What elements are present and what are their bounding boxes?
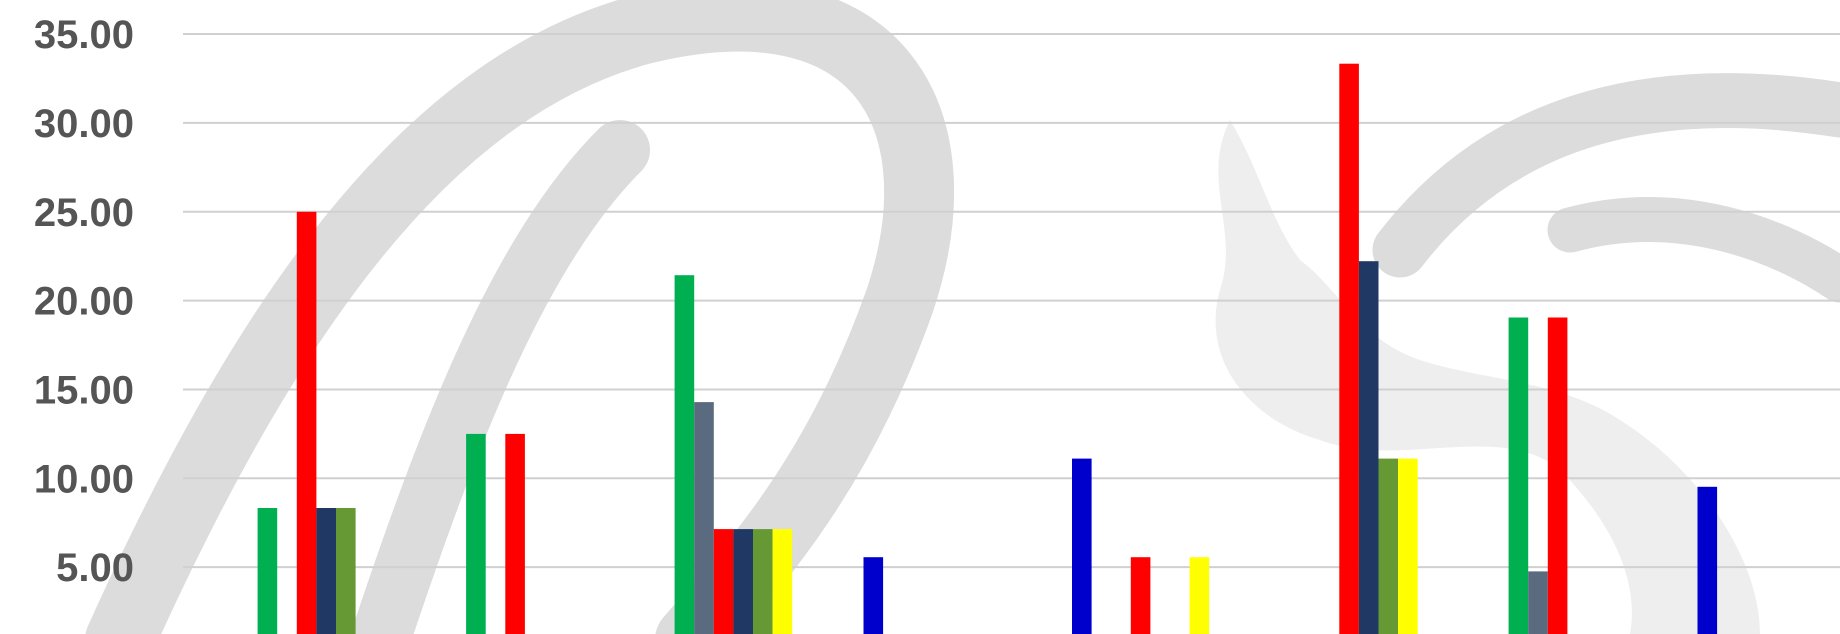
bar bbox=[336, 508, 356, 634]
bar bbox=[466, 433, 486, 634]
bar bbox=[1528, 571, 1548, 634]
bar bbox=[713, 529, 734, 634]
y-axis-ticks: 5.00 10.00 15.00 20.00 25.00 30.00 35.00 bbox=[34, 13, 134, 590]
bar bbox=[1398, 458, 1418, 634]
bar bbox=[863, 557, 884, 634]
bar bbox=[753, 529, 773, 634]
bar bbox=[505, 433, 525, 634]
y-tick-label: 20.00 bbox=[34, 280, 134, 324]
bar bbox=[772, 529, 793, 634]
bar bbox=[694, 402, 714, 634]
y-tick-label: 35.00 bbox=[34, 13, 134, 57]
bar bbox=[1378, 458, 1399, 634]
y-tick-label: 25.00 bbox=[34, 191, 134, 235]
bar bbox=[1358, 261, 1379, 634]
bar bbox=[1130, 557, 1151, 634]
y-tick-label: 30.00 bbox=[34, 102, 134, 146]
bar bbox=[1339, 63, 1359, 634]
bar bbox=[1508, 317, 1529, 634]
bar bbox=[296, 211, 317, 634]
background-watermark bbox=[85, 0, 1840, 634]
y-tick-label: 15.00 bbox=[34, 368, 134, 412]
bar bbox=[1697, 486, 1718, 634]
bar bbox=[1189, 557, 1210, 634]
bars bbox=[257, 63, 1718, 634]
bar bbox=[316, 508, 336, 634]
y-tick-label: 5.00 bbox=[56, 546, 134, 590]
bar bbox=[1072, 458, 1092, 634]
bar bbox=[257, 508, 278, 634]
bar bbox=[674, 275, 695, 634]
bar bbox=[733, 529, 753, 634]
bar bbox=[1547, 317, 1568, 634]
gridlines bbox=[183, 33, 1840, 569]
y-tick-label: 10.00 bbox=[34, 457, 134, 501]
